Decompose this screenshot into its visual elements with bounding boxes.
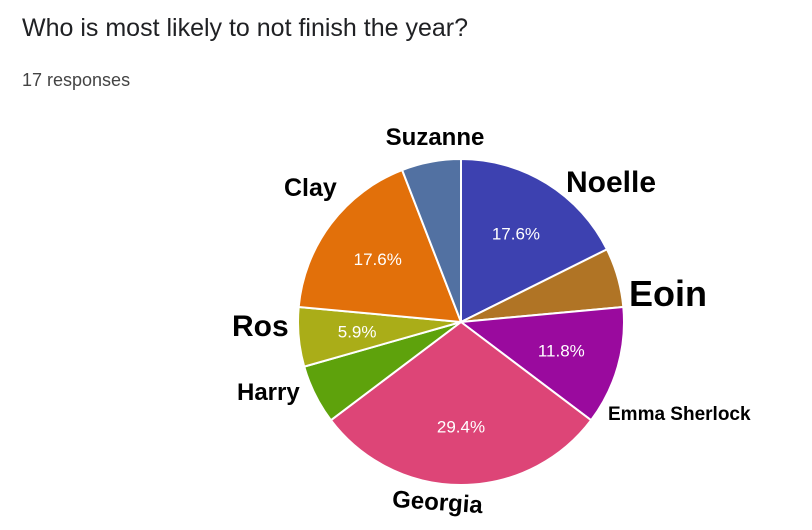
pie-slice-emma [458,305,625,422]
name-label-emma: Emma Sherlock [608,404,751,425]
name-label-harry: Harry [237,379,300,406]
pie-slice-suzanne [400,157,462,323]
name-label-eoin: Eoin [629,273,707,314]
name-label-ros: Ros [232,310,289,343]
percent-label-georgia: 29.4% [437,417,485,436]
pie-slice-georgia [329,320,593,486]
pie-slice-noelle [460,157,609,324]
pie-slice-clay [297,168,463,324]
question-title: Who is most likely to not finish the yea… [22,14,469,42]
name-label-georgia: Georgia [391,486,484,519]
percent-label-ros: 5.9% [338,323,377,342]
percent-label-noelle: 17.6% [492,224,540,243]
name-label-noelle: Noelle [566,166,656,199]
percent-label-emma: 11.8% [538,342,585,361]
name-label-suzanne: Suzanne [386,124,485,151]
response-count: 17 responses [22,70,131,90]
name-label-clay: Clay [284,174,337,202]
percent-label-clay: 17.6% [354,250,402,269]
